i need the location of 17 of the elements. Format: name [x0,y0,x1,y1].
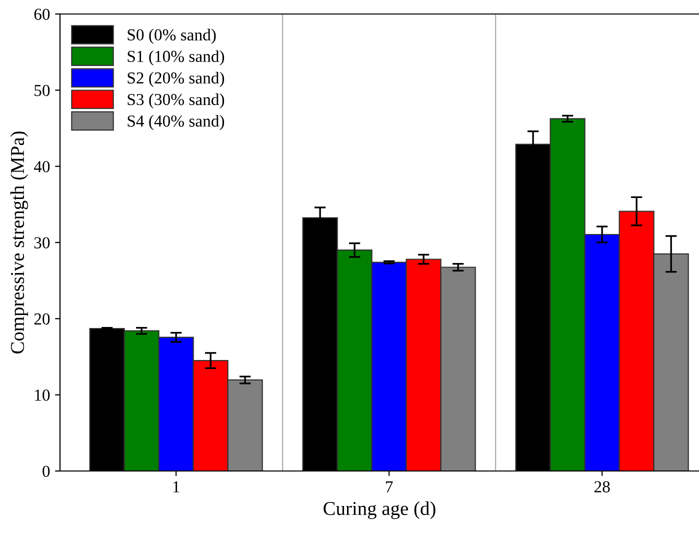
x-tick-label: 28 [594,481,610,492]
x-tick-label: 1 [173,481,180,492]
legend-label: S3 (30% sand) [128,93,224,109]
y-axis-title: Compressive strength (MPa) [10,132,28,354]
y-tick-label: 30 [34,237,50,248]
x-tick-label: 7 [386,481,393,492]
y-tick-label: 50 [34,84,50,96]
legend-label: S1 (10% sand) [128,50,224,66]
y-tick-label: 0 [42,466,50,477]
legend-label: S2 (20% sand) [128,72,224,87]
x-axis-title: Curing age (d) [324,501,436,520]
y-tick-label: 20 [34,313,50,325]
y-tick-label: 60 [34,8,50,20]
legend-label: S4 (40% sand) [128,114,224,130]
y-tick-label: 40 [34,161,50,172]
legend-label: S0 (0% sand) [128,28,216,44]
y-tick-label: 10 [35,390,50,401]
